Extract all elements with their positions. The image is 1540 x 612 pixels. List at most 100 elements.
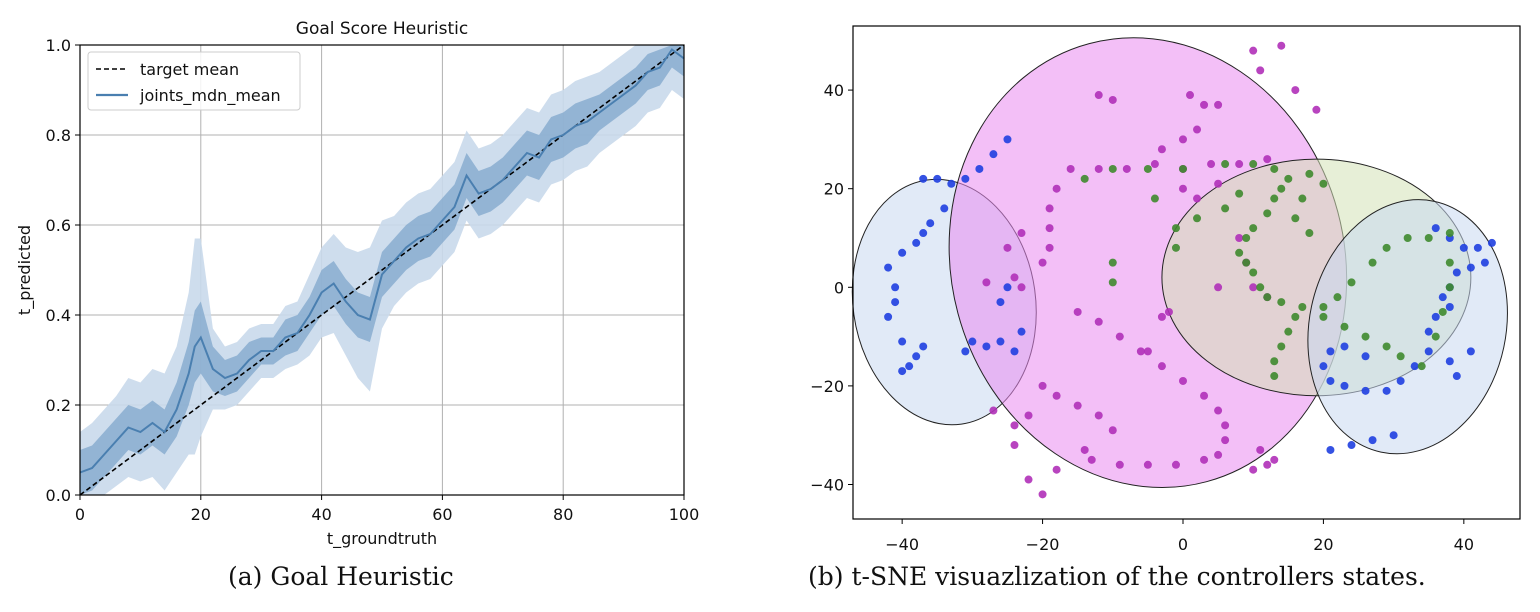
point-blue — [996, 337, 1005, 346]
point-green — [1361, 332, 1370, 341]
point-magenta — [1108, 95, 1117, 104]
chart-a-legend: target mean joints_mdn_mean — [87, 51, 301, 111]
point-magenta — [1270, 455, 1279, 464]
point-green — [1171, 224, 1180, 233]
point-magenta — [1143, 347, 1152, 356]
point-green — [1270, 194, 1279, 203]
point-magenta — [1150, 160, 1159, 169]
point-magenta — [1249, 283, 1258, 292]
point-blue — [1319, 362, 1328, 371]
point-magenta — [1277, 41, 1286, 50]
point-magenta — [1178, 184, 1187, 193]
point-magenta — [1157, 362, 1166, 371]
point-magenta — [982, 278, 991, 287]
point-green — [1178, 164, 1187, 173]
point-blue — [1003, 135, 1012, 144]
chart-a-xtick-label: 40 — [311, 505, 331, 524]
chart-b-ytick-label: 20 — [824, 180, 844, 199]
point-magenta — [1010, 421, 1019, 430]
chart-b-ytick-label: −40 — [810, 475, 844, 494]
point-blue — [1473, 243, 1482, 252]
point-green — [1382, 243, 1391, 252]
point-magenta — [1017, 229, 1026, 238]
point-magenta — [1136, 347, 1145, 356]
point-magenta — [1052, 465, 1061, 474]
point-blue — [1445, 303, 1454, 312]
point-blue — [961, 347, 970, 356]
point-magenta — [1256, 66, 1265, 75]
point-green — [1298, 194, 1307, 203]
point-magenta — [1164, 307, 1173, 316]
point-magenta — [1073, 401, 1082, 410]
point-magenta — [1157, 312, 1166, 321]
point-green — [1235, 248, 1244, 257]
chart-a-ytick-label: 0.4 — [46, 306, 71, 325]
point-magenta — [1087, 455, 1096, 464]
point-blue — [989, 150, 998, 159]
point-magenta — [1200, 100, 1209, 109]
chart-a-joints-mdn-mean-line — [79, 48, 685, 474]
point-blue — [1438, 293, 1447, 302]
point-green — [1193, 214, 1202, 223]
point-green — [1270, 164, 1279, 173]
point-blue — [1480, 258, 1489, 267]
point-blue — [1347, 441, 1356, 450]
point-blue — [1368, 436, 1377, 445]
point-magenta — [1193, 125, 1202, 134]
point-magenta — [1291, 86, 1300, 95]
chart-a-ticks: 0 20 40 60 80 100 0.0 0.2 0.4 0.6 0.8 1.0 — [46, 36, 700, 524]
chart-b-ticks: −40 −20 0 20 40 −40 −20 0 20 40 — [810, 81, 1474, 554]
point-magenta — [1038, 258, 1047, 267]
point-magenta — [1045, 243, 1054, 252]
point-green — [1333, 293, 1342, 302]
point-magenta — [1207, 160, 1216, 169]
point-magenta — [1263, 155, 1272, 164]
point-green — [1263, 209, 1272, 218]
point-green — [1150, 194, 1159, 203]
point-green — [1143, 164, 1152, 173]
point-magenta — [1094, 411, 1103, 420]
point-magenta — [1235, 233, 1244, 242]
legend-joints-mdn-mean-label: joints_mdn_mean — [139, 86, 281, 106]
point-magenta — [1024, 475, 1033, 484]
chart-b-xtick-label: 40 — [1454, 535, 1474, 554]
chart-a-lines — [79, 44, 685, 496]
point-blue — [884, 312, 893, 321]
point-blue — [975, 164, 984, 173]
chart-a-ytick-label: 1.0 — [46, 36, 71, 55]
point-magenta — [1108, 426, 1117, 435]
point-magenta — [1003, 243, 1012, 252]
point-green — [1263, 293, 1272, 302]
chart-a-frame — [79, 44, 685, 496]
chart-a-xtick-label: 20 — [191, 505, 211, 524]
point-blue — [1424, 327, 1433, 336]
point-magenta — [1115, 460, 1124, 469]
point-blue — [1466, 347, 1475, 356]
chart-a-xtick-label: 80 — [553, 505, 573, 524]
point-blue — [1010, 347, 1019, 356]
point-magenta — [1214, 283, 1223, 292]
point-green — [1445, 258, 1454, 267]
point-green — [1438, 307, 1447, 316]
point-magenta — [1143, 460, 1152, 469]
chart-a-xtick-label: 0 — [75, 505, 85, 524]
point-magenta — [1256, 445, 1265, 454]
point-blue — [1382, 386, 1391, 395]
point-green — [1270, 357, 1279, 366]
point-magenta — [1094, 91, 1103, 100]
point-magenta — [1010, 273, 1019, 282]
chart-b-ytick-label: −20 — [810, 377, 844, 396]
point-green — [1249, 160, 1258, 169]
point-green — [1284, 174, 1293, 183]
point-blue — [1424, 347, 1433, 356]
point-magenta — [1052, 184, 1061, 193]
legend-box — [87, 51, 301, 111]
chart-b-xtick-label: 20 — [1313, 535, 1333, 554]
point-magenta — [1178, 376, 1187, 385]
tsne-chart: −40 −20 0 20 40 −40 −20 0 20 40 — [810, 25, 1521, 554]
point-magenta — [1186, 91, 1195, 100]
point-magenta — [1214, 179, 1223, 188]
point-magenta — [1200, 391, 1209, 400]
goal-heuristic-chart: Goal Score Heuristic 0 20 40 60 80 1000.00.20… — [15, 19, 699, 549]
point-blue — [912, 352, 921, 361]
